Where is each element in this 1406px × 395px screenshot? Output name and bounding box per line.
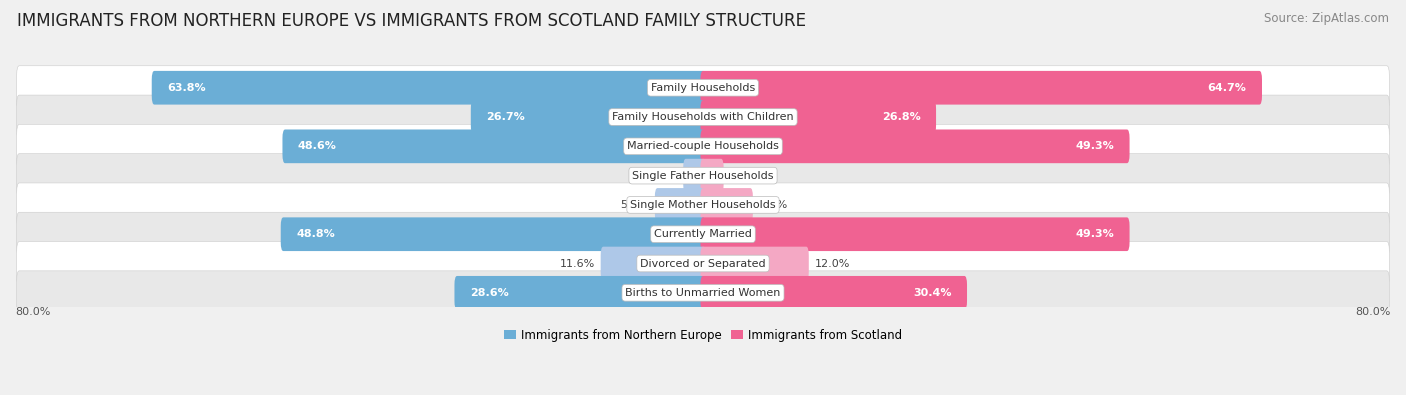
Text: 48.8%: 48.8% — [297, 229, 335, 239]
Text: 48.6%: 48.6% — [298, 141, 337, 151]
Text: Family Households: Family Households — [651, 83, 755, 93]
Text: 5.3%: 5.3% — [620, 200, 648, 210]
FancyBboxPatch shape — [700, 159, 724, 192]
FancyBboxPatch shape — [600, 246, 706, 280]
Text: Births to Unmarried Women: Births to Unmarried Women — [626, 288, 780, 298]
FancyBboxPatch shape — [17, 241, 1389, 286]
Text: 5.5%: 5.5% — [759, 200, 787, 210]
FancyBboxPatch shape — [17, 183, 1389, 227]
FancyBboxPatch shape — [700, 71, 1263, 105]
FancyBboxPatch shape — [700, 246, 808, 280]
FancyBboxPatch shape — [700, 276, 967, 310]
FancyBboxPatch shape — [17, 154, 1389, 198]
Text: 80.0%: 80.0% — [1355, 307, 1391, 318]
Text: IMMIGRANTS FROM NORTHERN EUROPE VS IMMIGRANTS FROM SCOTLAND FAMILY STRUCTURE: IMMIGRANTS FROM NORTHERN EUROPE VS IMMIG… — [17, 12, 806, 30]
Text: Divorced or Separated: Divorced or Separated — [640, 258, 766, 269]
Text: Currently Married: Currently Married — [654, 229, 752, 239]
Text: 12.0%: 12.0% — [815, 258, 851, 269]
Text: Single Mother Households: Single Mother Households — [630, 200, 776, 210]
FancyBboxPatch shape — [283, 130, 706, 163]
FancyBboxPatch shape — [281, 217, 706, 251]
Text: 49.3%: 49.3% — [1076, 141, 1114, 151]
FancyBboxPatch shape — [683, 159, 706, 192]
FancyBboxPatch shape — [700, 130, 1129, 163]
FancyBboxPatch shape — [152, 71, 706, 105]
Text: 30.4%: 30.4% — [912, 288, 952, 298]
Text: Married-couple Households: Married-couple Households — [627, 141, 779, 151]
Text: 26.8%: 26.8% — [882, 112, 921, 122]
Text: Single Father Households: Single Father Households — [633, 171, 773, 181]
FancyBboxPatch shape — [17, 95, 1389, 139]
FancyBboxPatch shape — [655, 188, 706, 222]
Text: 11.6%: 11.6% — [560, 258, 595, 269]
FancyBboxPatch shape — [700, 188, 752, 222]
FancyBboxPatch shape — [17, 271, 1389, 315]
Text: 64.7%: 64.7% — [1208, 83, 1247, 93]
FancyBboxPatch shape — [471, 100, 706, 134]
FancyBboxPatch shape — [17, 124, 1389, 168]
FancyBboxPatch shape — [17, 66, 1389, 110]
FancyBboxPatch shape — [700, 217, 1129, 251]
FancyBboxPatch shape — [454, 276, 706, 310]
Text: 26.7%: 26.7% — [486, 112, 524, 122]
Text: 63.8%: 63.8% — [167, 83, 205, 93]
FancyBboxPatch shape — [700, 100, 936, 134]
Text: 49.3%: 49.3% — [1076, 229, 1114, 239]
Text: Source: ZipAtlas.com: Source: ZipAtlas.com — [1264, 12, 1389, 25]
Text: 2.1%: 2.1% — [730, 171, 758, 181]
Text: 80.0%: 80.0% — [15, 307, 51, 318]
Text: 2.0%: 2.0% — [648, 171, 678, 181]
Text: Family Households with Children: Family Households with Children — [612, 112, 794, 122]
FancyBboxPatch shape — [17, 212, 1389, 256]
Legend: Immigrants from Northern Europe, Immigrants from Scotland: Immigrants from Northern Europe, Immigra… — [499, 324, 907, 346]
Text: 28.6%: 28.6% — [470, 288, 509, 298]
